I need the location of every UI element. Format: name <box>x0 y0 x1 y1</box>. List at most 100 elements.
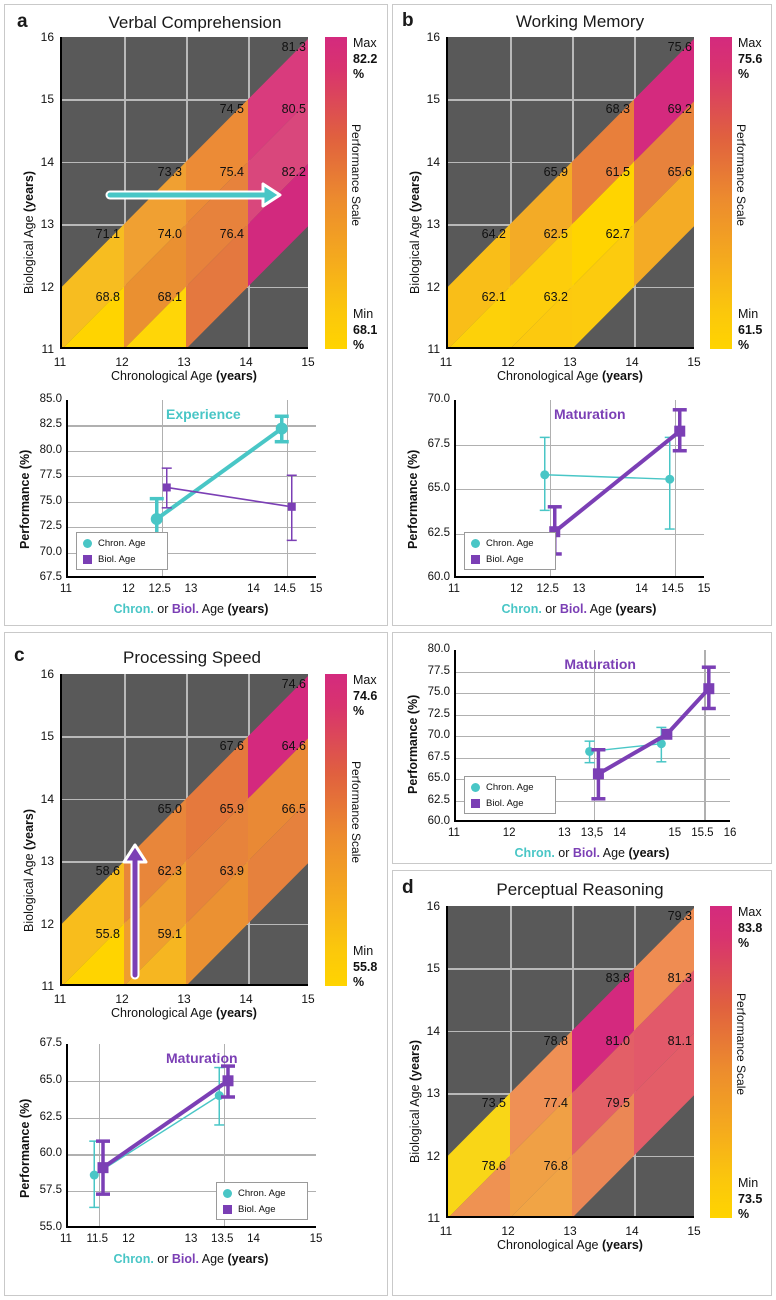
heatmap-cell <box>62 224 124 347</box>
panel-b-title: Working Memory <box>515 12 645 31</box>
heatmap-cell <box>634 101 694 225</box>
heatmap-x-tick: 15 <box>687 355 701 369</box>
chart-gridline-horizontal <box>456 671 730 673</box>
chart-legend-marker <box>471 799 480 808</box>
heatmap-x-tick: 12 <box>501 355 515 369</box>
chart-data-point <box>287 502 296 511</box>
colorbar-a-max: Max 82.2 % <box>353 36 378 82</box>
heatmap-b-ylabel: Biological Age (years) <box>408 170 422 294</box>
chart-y-tick: 57.5 <box>39 1184 62 1197</box>
chart-error-bar <box>664 436 675 530</box>
heatmap-cell <box>634 163 694 287</box>
heatmap-cell <box>572 99 634 225</box>
chart-gridline-horizontal <box>456 533 704 535</box>
chart-y-tick: 85.0 <box>39 393 62 405</box>
heatmap-gridline-vertical <box>510 37 512 347</box>
chart-x-tick: 12 <box>502 827 516 839</box>
heatmap-c-ylabel: Biological Age (years) <box>22 808 36 932</box>
heatmap-y-tick: 15 <box>426 961 440 976</box>
heatmap-x-tick: 15 <box>301 355 315 369</box>
chart-y-tick: 77.5 <box>39 469 62 482</box>
chart-legend-label: Biol. Age <box>98 554 136 565</box>
chart-x-tick: 13 <box>184 1233 198 1245</box>
chart-gridline-vertical <box>549 400 551 576</box>
colorbar-d <box>710 906 732 1218</box>
chart-data-point <box>585 746 595 756</box>
heatmap-y-tick: 14 <box>40 791 54 806</box>
heatmap-cell <box>124 861 186 984</box>
heatmap-gridline-horizontal <box>448 99 694 101</box>
heatmap-y-tick: 11 <box>427 1211 440 1225</box>
chart-gridline-horizontal <box>68 552 316 554</box>
heatmap-x-tick: 13 <box>177 992 191 1006</box>
colorbar-c <box>325 674 347 986</box>
heatmap-gridline-horizontal <box>62 99 308 101</box>
heatmap-y-tick: 16 <box>40 30 54 44</box>
chart-x-tick: 11 <box>60 583 72 595</box>
heatmap-x-tick: 11 <box>439 1224 453 1238</box>
heatmap-cell <box>248 676 308 799</box>
chart-y-tick: 80.0 <box>427 643 450 655</box>
heatmap-gridline-horizontal <box>448 161 694 164</box>
colorbar-a-title: Performance Scale <box>349 124 363 227</box>
chart-legend-label: Chron. Age <box>486 782 534 793</box>
chart-x-tick: 12 <box>122 583 135 595</box>
chart-legend-label: Chron. Age <box>486 538 534 549</box>
chart-x-tick: 11.5 <box>86 1233 109 1245</box>
chart-y-tick: 67.5 <box>39 1037 62 1049</box>
chart-gridline-vertical <box>286 400 288 576</box>
heatmap-x-tick: 12 <box>115 992 129 1006</box>
heatmap-cell <box>186 224 248 347</box>
heatmap-cell <box>572 224 634 347</box>
heatmap-x-tick: 11 <box>53 355 67 369</box>
heatmap-y-tick: 14 <box>40 154 54 169</box>
chart-legend-marker <box>223 1205 232 1214</box>
chart-legend-label: Biol. Age <box>486 554 524 565</box>
chart-gridline-horizontal <box>456 714 730 716</box>
heatmap-y-tick: 14 <box>426 1023 440 1038</box>
colorbar-b-title: Performance Scale <box>734 124 748 227</box>
chart-y-tick: 65.0 <box>39 1073 62 1086</box>
heatmap-gridline-horizontal <box>62 161 308 164</box>
heatmap-y-tick: 13 <box>40 217 54 232</box>
heatmap-gridline-horizontal <box>448 968 694 970</box>
chart-y-tick: 70.0 <box>427 393 450 405</box>
chart-x-tick: 14 <box>247 583 260 595</box>
heatmap-cell <box>449 286 510 347</box>
heatmap-y-tick: 11 <box>41 979 54 993</box>
heatmap-x-tick: 12 <box>115 355 129 369</box>
chart-gridline-horizontal <box>68 425 316 427</box>
linechart-b2-xlabel: Chron. or Biol. Age (years) <box>514 846 670 860</box>
colorbar-b-gradient <box>710 37 732 349</box>
heatmap-cell <box>510 224 572 347</box>
chart-x-tick: 14.5 <box>661 583 684 595</box>
heatmap-cell <box>572 1030 634 1156</box>
chart-y-tick: 65.0 <box>427 482 450 494</box>
heatmap-cell <box>248 800 308 924</box>
chart-data-point <box>162 483 171 492</box>
chart-x-tick: 12.5 <box>148 583 171 595</box>
chart-y-tick: 82.5 <box>39 418 62 431</box>
heatmap-cell <box>634 39 694 162</box>
linechart-a-xlabel: Chron. or Biol. Age (years) <box>113 602 269 616</box>
heatmap-a-xlabel: Chronological Age (years) <box>111 369 257 383</box>
chart-gridline-horizontal <box>68 476 316 478</box>
heatmap-cell <box>186 798 248 924</box>
chart-data-point <box>214 1091 224 1101</box>
heatmap-cell <box>125 923 186 984</box>
chart-y-tick: 67.5 <box>427 750 450 763</box>
chart-gridline-horizontal <box>68 1191 316 1193</box>
heatmap-c-xlabel: Chronological Age (years) <box>111 1006 257 1020</box>
colorbar-c-gradient <box>325 674 347 986</box>
heatmap-d-plot: 79.3 83.8 81.3 78.8 81.0 81.1 73.5 77.4 79.5 78.6… <box>446 906 694 1218</box>
chart-x-tick: 14 <box>247 1233 260 1245</box>
heatmap-y-tick: 11 <box>41 342 54 356</box>
heatmap-gridline-vertical <box>510 906 512 1216</box>
chart-gridline-horizontal <box>456 693 730 695</box>
heatmap-b-plot: 75.6 68.3 69.2 65.9 61.5 65.6 64.2 62.5 62.7 62.1… <box>446 37 694 349</box>
chart-error-bar <box>214 1066 225 1126</box>
colorbar-b-min: Min 61.5 % <box>738 307 763 353</box>
heatmap-cell <box>572 968 634 1094</box>
heatmap-cell <box>448 224 510 347</box>
heatmap-y-tick: 11 <box>427 342 440 356</box>
